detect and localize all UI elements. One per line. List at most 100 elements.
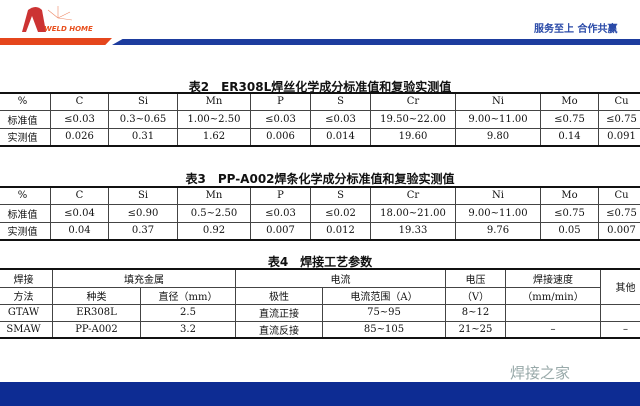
cell: 21~25 — [445, 320, 506, 339]
cell: ≤0.75 — [540, 109, 599, 129]
header-cell: P — [250, 186, 311, 205]
cell: 实测值 — [0, 221, 51, 241]
cell: ≤0.02 — [310, 203, 371, 223]
table-row: 标准值 ≤0.04 ≤0.90 0.5~2.50 ≤0.03 ≤0.02 18.00~21.… — [0, 203, 640, 223]
cell: 0.92 — [177, 221, 251, 241]
h-other: 其他 — [600, 268, 640, 305]
cell: 1.62 — [177, 127, 251, 147]
h-polarity: 极性 — [235, 286, 323, 305]
cell — [505, 303, 601, 322]
cell: 0.14 — [540, 127, 599, 147]
table-header-row: % C Si Mn P S Cr Ni Mo Cu — [0, 186, 640, 205]
cell: 0.3~0.65 — [108, 109, 178, 129]
header-cell: % — [0, 186, 51, 205]
h-diameter: 直径（mm） — [140, 286, 236, 305]
h-range: 电流范围（A） — [322, 286, 446, 305]
table-row: GTAW ER308L 2.5 直流正接 75~95 8~12 — [0, 303, 640, 322]
cell: 8~12 — [445, 303, 506, 322]
header-cell: Ni — [455, 92, 541, 111]
cell: 0.007 — [598, 221, 640, 241]
header-cell: Mn — [177, 186, 251, 205]
table2: % C Si Mn P S Cr Ni Mo Cu 标准值 ≤0.03 0.3~0.65 1.00~2.5… — [0, 92, 640, 147]
header-cell: Mo — [540, 186, 599, 205]
cell — [600, 303, 640, 322]
cell: – — [505, 320, 601, 339]
cell: SMAW — [0, 320, 53, 339]
cell: 9.00~11.00 — [455, 203, 541, 223]
table-row: 实测值 0.04 0.37 0.92 0.007 0.012 19.33 9.76 0.05 0.… — [0, 221, 640, 241]
cell: 0.006 — [250, 127, 311, 147]
cell: 19.33 — [370, 221, 456, 241]
h-filler: 填充金属 — [52, 268, 236, 288]
header-cell: Si — [108, 92, 178, 111]
logo-text: WELD HOME — [44, 25, 93, 33]
header-cell: Mn — [177, 92, 251, 111]
cell: 标准值 — [0, 203, 51, 223]
table3: % C Si Mn P S Cr Ni Mo Cu 标准值 ≤0.04 ≤0.90 0.5~2.50 ≤0.… — [0, 186, 640, 241]
table4-title: 表4 焊接工艺参数 — [267, 255, 373, 269]
h-method2: 方法 — [0, 286, 53, 305]
cell: 3.2 — [140, 320, 236, 339]
cell: ≤0.75 — [598, 109, 640, 129]
table4: 焊接 填充金属 电流 电压 焊接速度 其他 方法 种类 直径（mm） 极性 电流范围（A） （V）（… — [0, 268, 640, 339]
header-cell: Cr — [370, 92, 456, 111]
cell: 1.00~2.50 — [177, 109, 251, 129]
cell: 0.37 — [108, 221, 178, 241]
cell: 0.012 — [310, 221, 371, 241]
table-row: 标准值 ≤0.03 0.3~0.65 1.00~2.50 ≤0.03 ≤0.03 19.50… — [0, 109, 640, 129]
cell: 0.026 — [50, 127, 109, 147]
h-voltage: 电压 — [445, 268, 506, 288]
watermark: 焊接之家 — [510, 364, 571, 382]
slogan: 服务至上 合作共赢 — [534, 24, 618, 35]
cell: 85~105 — [322, 320, 446, 339]
cell: 9.80 — [455, 127, 541, 147]
cell: ≤0.03 — [50, 109, 109, 129]
h-voltage-unit: （V） — [445, 286, 506, 305]
h-method: 焊接 — [0, 268, 53, 288]
cell: 19.60 — [370, 127, 456, 147]
weld-home-logo — [22, 6, 73, 32]
cell: ≤0.03 — [310, 109, 371, 129]
table-row: SMAW PP-A002 3.2 直流反接 85~105 21~25– – — [0, 320, 640, 339]
cell: 9.76 — [455, 221, 541, 241]
table2-title: 表2 ER308L焊丝化学成分标准值和复验实测值 — [188, 80, 452, 94]
header-cell: Ni — [455, 186, 541, 205]
cell: 标准值 — [0, 109, 51, 129]
header-cell: % — [0, 92, 51, 111]
header-cell: Mo — [540, 92, 599, 111]
header-blue-band — [112, 39, 640, 45]
header-cell: S — [310, 92, 371, 111]
cell: PP-A002 — [52, 320, 141, 339]
header-cell: C — [50, 186, 109, 205]
cell: ≤0.90 — [108, 203, 178, 223]
h-type: 种类 — [52, 286, 141, 305]
cell: ER308L — [52, 303, 141, 322]
cell: 0.007 — [250, 221, 311, 241]
header-cell: C — [50, 92, 109, 111]
cell: 19.50~22.00 — [370, 109, 456, 129]
header-cell: S — [310, 186, 371, 205]
cell: 0.05 — [540, 221, 599, 241]
table-header-row: % C Si Mn P S Cr Ni Mo Cu — [0, 92, 640, 111]
header-cell: Si — [108, 186, 178, 205]
cell: 0.31 — [108, 127, 178, 147]
header-cell: Cr — [370, 186, 456, 205]
table-row: 实测值 0.026 0.31 1.62 0.006 0.014 19.60 9.80 0.14 0… — [0, 127, 640, 147]
cell: – — [600, 320, 640, 339]
h-speed-unit: （mm/min） — [505, 286, 601, 305]
header-red-band — [0, 38, 112, 45]
cell: ≤0.03 — [250, 203, 311, 223]
table3-title: 表3 PP-A002焊条化学成分标准值和复验实测值 — [185, 172, 455, 186]
cell: 直流反接 — [235, 320, 323, 339]
h-speed: 焊接速度 — [505, 268, 601, 288]
cell: 18.00~21.00 — [370, 203, 456, 223]
cell: 9.00~11.00 — [455, 109, 541, 129]
h-current: 电流 — [235, 268, 446, 288]
header-cell: Cu — [598, 92, 640, 111]
cell: 0.091 — [598, 127, 640, 147]
cell: 0.04 — [50, 221, 109, 241]
cell: 实测值 — [0, 127, 51, 147]
cell: 75~95 — [322, 303, 446, 322]
cell: 2.5 — [140, 303, 236, 322]
cell: 直流正接 — [235, 303, 323, 322]
